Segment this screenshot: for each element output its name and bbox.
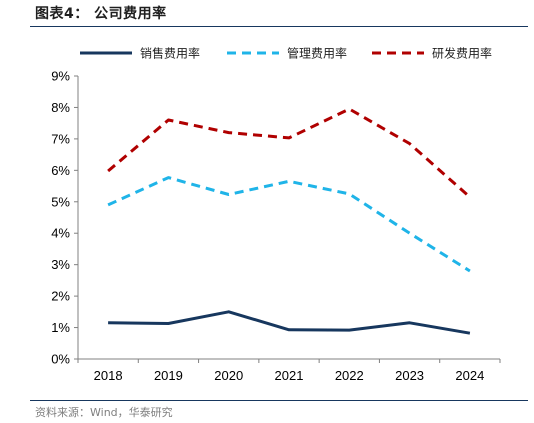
y-tick-label: 0% [51,352,70,367]
title-divider [30,26,528,27]
y-tick-label: 7% [51,131,70,146]
x-tick-label: 2023 [395,368,424,383]
legend-label-3: 研发费用率 [432,46,492,61]
line-chart: 销售费用率 管理费用率 研发费用率 0% 1% 2% 3% 4% 5% 6% 7% 8% 9% 2018… [51,46,501,383]
y-tick-label: 3% [51,257,70,272]
x-tick-label: 2020 [214,368,243,383]
y-tick-label: 2% [51,289,70,304]
x-tick-label: 2021 [275,368,304,383]
legend-label-2: 管理费用率 [287,46,347,61]
x-tick-label: 2022 [335,368,364,383]
source-divider [30,400,528,401]
source-note: 资料来源：Wind，华泰研究 [35,406,173,419]
legend-label-1: 销售费用率 [140,46,200,61]
y-tick-label: 5% [51,194,70,209]
y-tick-label: 4% [51,226,70,241]
legend: 销售费用率 管理费用率 研发费用率 [80,46,492,61]
x-tick-label: 2024 [455,368,484,383]
series-line-1 [108,310,471,335]
chart-axes: 0% 1% 2% 3% 4% 5% 6% 7% 8% 9% 2018 2019 2020 2021 2022… [51,69,501,383]
series-line-3 [107,107,471,199]
x-tick-label: 2019 [154,368,183,383]
y-tick-label: 9% [51,69,70,84]
chart-title: 图表4： 公司费用率 [35,6,167,22]
series-line-2 [107,176,471,273]
y-tick-label: 8% [51,100,70,115]
y-tick-label: 1% [51,320,70,335]
chart-series [107,107,471,335]
x-tick-label: 2018 [94,368,123,383]
y-tick-label: 6% [51,163,70,178]
